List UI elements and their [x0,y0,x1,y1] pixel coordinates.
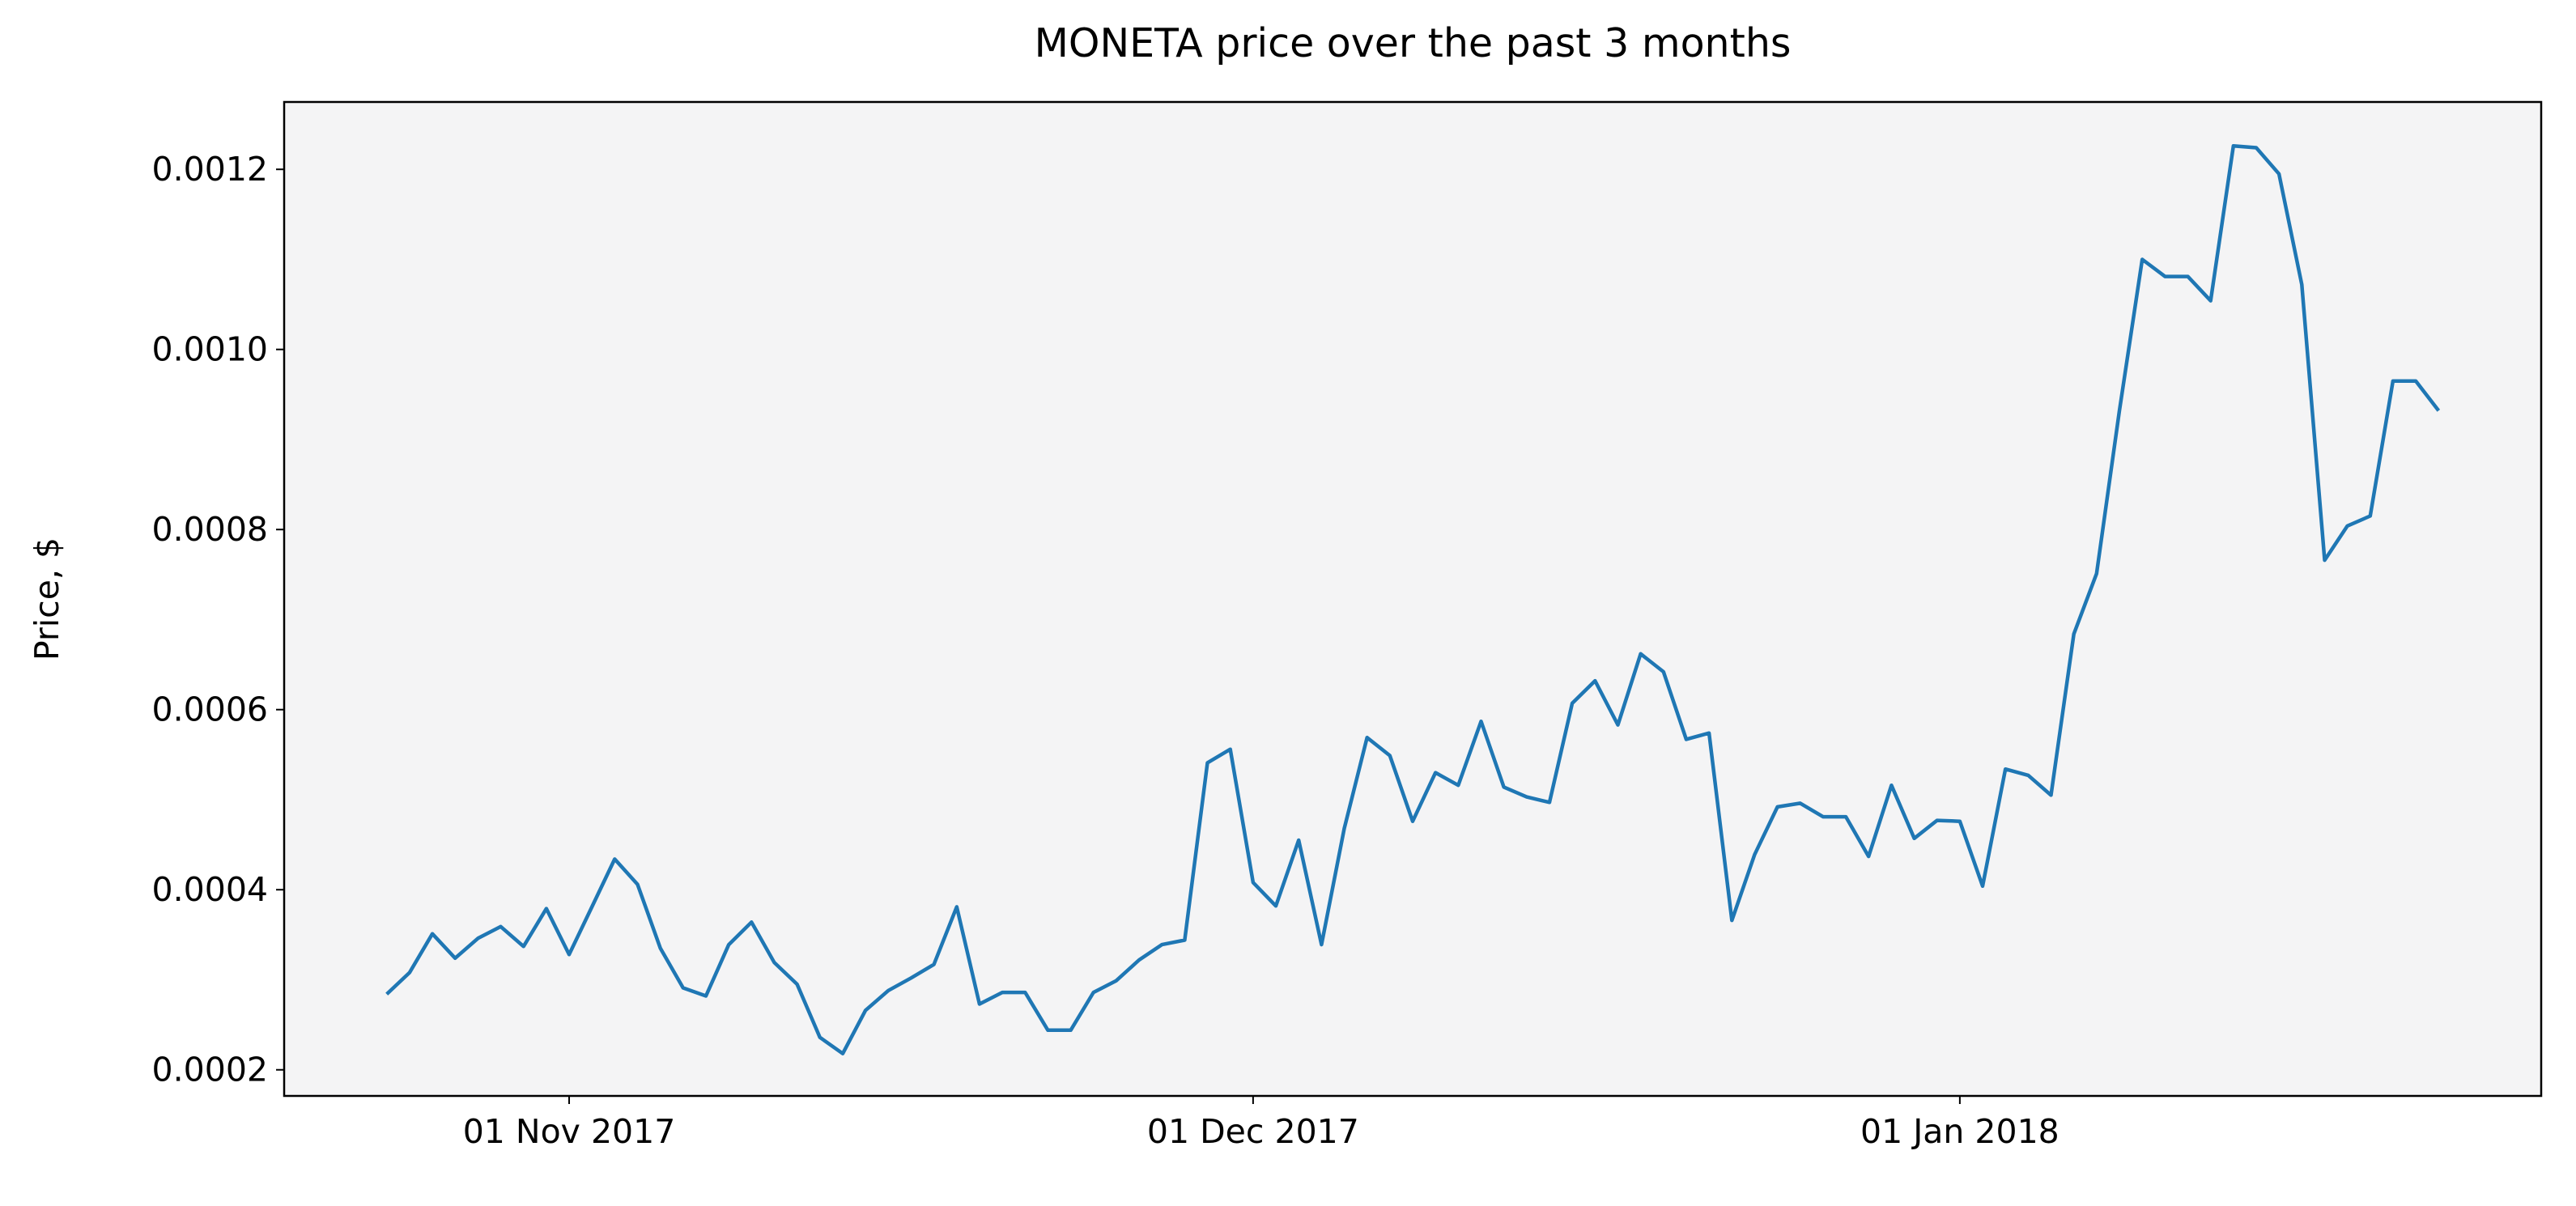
plot-frame [283,100,2543,1098]
y-tick-label: 0.0006 [152,690,268,729]
y-tick-label: 0.0008 [152,510,268,549]
plot-area [284,102,2541,1096]
y-axis-label: Price, $ [28,537,66,660]
x-tick-label: 01 Dec 2017 [1147,1112,1359,1151]
y-tick-label: 0.0004 [152,870,268,909]
y-tick-label: 0.0002 [152,1051,268,1089]
y-tick-label: 0.0010 [152,330,268,369]
price-line [385,144,2441,1055]
x-tick-label: 01 Nov 2017 [463,1112,676,1151]
chart-title: MONETA price over the past 3 months [1035,20,1792,66]
y-tick-label: 0.0012 [152,150,268,189]
x-tick-label: 01 Jan 2018 [1860,1112,2060,1151]
